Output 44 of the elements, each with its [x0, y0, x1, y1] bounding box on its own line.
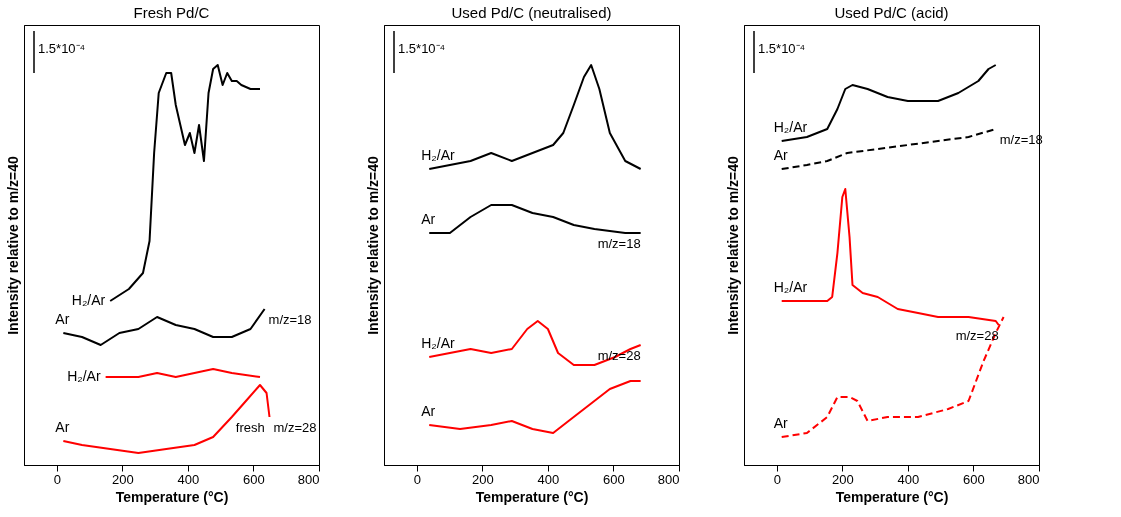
- text: 1.5*10⁻⁴: [758, 41, 806, 56]
- annotation: m/z=28: [273, 420, 317, 435]
- x-tick-label: 200: [471, 471, 494, 487]
- x-tick-label: 0: [413, 471, 421, 487]
- x-tick-label: 600: [963, 471, 985, 487]
- x-tick-label: 200: [831, 471, 854, 487]
- x-tick-label: 0: [773, 471, 781, 487]
- x-tick-label: 800: [657, 471, 680, 487]
- x-tick-label: 400: [537, 471, 560, 487]
- chart-title: Used Pd/C (acid): [834, 4, 949, 21]
- x-tick-label: 800: [1017, 471, 1040, 487]
- x-axis-title: Temperature (°C): [115, 488, 229, 505]
- x-tick-label: 200: [111, 471, 134, 487]
- annotation: m/z=28: [955, 328, 999, 343]
- series-label: H₂/Ar: [71, 292, 106, 308]
- series-label: Ar: [773, 147, 789, 163]
- y-axis-title: Intensity relative to m/z=40: [364, 156, 381, 335]
- series-label: H₂/Ar: [67, 368, 101, 384]
- x-tick-label: 400: [177, 471, 200, 487]
- y-axis-title: Intensity relative to m/z=40: [724, 156, 741, 335]
- annotation: m/z=18: [268, 312, 312, 327]
- series-label: Ar: [421, 403, 436, 419]
- y-axis-title: Intensity relative to m/z=40: [4, 156, 21, 335]
- series-label: Ar: [421, 211, 436, 227]
- x-tick-label: 0: [53, 471, 61, 487]
- series-label: H₂/Ar: [421, 335, 456, 351]
- x-axis-title: Temperature (°C): [835, 488, 949, 505]
- chart-title: Fresh Pd/C: [133, 4, 210, 21]
- x-axis-title: Temperature (°C): [475, 488, 589, 505]
- x-tick-label: 600: [243, 471, 265, 487]
- series-label: H₂/Ar: [773, 279, 808, 295]
- x-tick-label: 600: [603, 471, 625, 487]
- series-label: Ar: [55, 311, 70, 327]
- series-label: Ar: [55, 419, 70, 435]
- annotation: m/z=18: [597, 236, 641, 251]
- text: 1.5*10⁻⁴: [398, 41, 446, 56]
- annotation: fresh: [235, 420, 265, 435]
- series-label: Ar: [773, 415, 789, 431]
- chart-title: Used Pd/C (neutralised): [451, 4, 612, 21]
- x-tick-label: 800: [297, 471, 320, 487]
- series-label: H₂/Ar: [773, 119, 808, 135]
- x-tick-label: 400: [897, 471, 920, 487]
- text: 1.5*10⁻⁴: [38, 41, 86, 56]
- series-label: H₂/Ar: [421, 147, 456, 163]
